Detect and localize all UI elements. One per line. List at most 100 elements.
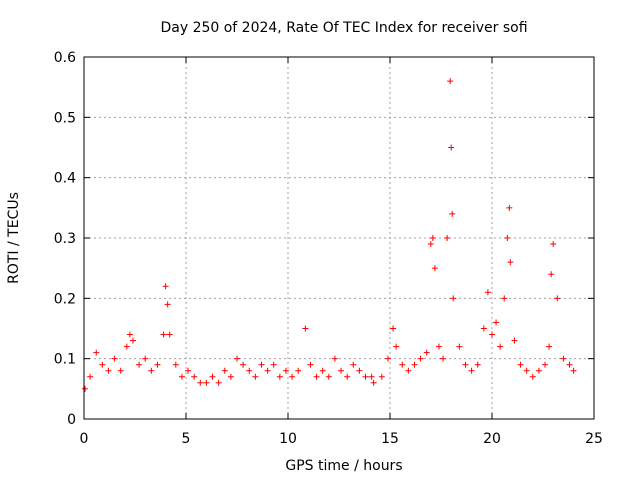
x-axis-label: GPS time / hours [285,458,402,474]
data-point [560,355,567,362]
y-axis-ticks: 0 0.1 0.2 0.3 0.4 0.5 0.6 [54,50,594,428]
data-point [384,355,391,362]
y-tick-label: 0.5 [54,110,76,126]
data-point [331,355,338,362]
data-point [489,331,495,338]
data-point [307,361,314,368]
data-point [542,361,549,368]
data-point [449,210,456,217]
data-point [166,331,173,338]
x-tick-label: 15 [381,431,399,447]
data-point [258,361,265,368]
data-point [511,337,518,344]
data-point [162,283,169,290]
data-point [497,343,504,350]
data-point [178,373,185,380]
data-point [548,271,555,278]
data-point [246,367,253,374]
data-point [87,373,94,380]
data-point [191,373,198,380]
data-point [338,367,345,374]
data-point [444,235,451,241]
data-point [289,373,296,380]
data-point [448,144,455,151]
data-point [517,361,524,368]
data-point [450,295,457,302]
data-point [474,361,481,368]
data-point [126,331,133,338]
data-point [390,325,397,332]
data-point [504,235,511,241]
data-point [368,373,375,380]
data-point [462,361,469,368]
data-point [523,367,530,374]
data-point [129,337,136,344]
data-point [456,343,463,350]
data-point [570,367,577,374]
data-point [209,373,216,380]
data-point [435,343,442,350]
chart-title: Day 250 of 2024, Rate Of TEC Index for r… [160,20,527,36]
data-point [240,361,247,368]
data-point [411,361,418,368]
data-point [493,319,500,326]
data-point [105,367,112,374]
data-point [480,325,487,332]
data-point [535,367,542,374]
data-point [431,265,438,272]
data-point [136,361,143,368]
data-point [82,385,89,392]
data-point [427,241,434,248]
data-points [82,78,577,392]
data-point [546,343,553,350]
data-point [264,367,271,374]
data-point [550,241,557,248]
data-point [440,355,447,362]
x-tick-label: 5 [182,431,191,447]
y-tick-label: 0.2 [54,291,76,307]
data-point [154,361,161,368]
data-point [276,373,283,380]
data-point [252,373,259,380]
data-point [344,373,351,380]
data-point [302,325,309,332]
x-tick-label: 0 [80,431,89,447]
data-point [295,367,302,374]
y-tick-label: 0.1 [54,352,76,368]
y-axis-label: ROTI / TECUs [6,192,22,284]
data-point [221,367,228,374]
data-point [566,361,573,368]
data-point [399,361,406,368]
data-point [429,235,436,241]
y-tick-label: 0.4 [54,171,76,187]
data-point [325,373,332,380]
data-point [203,379,210,386]
data-point [350,361,357,368]
y-tick-label: 0 [67,412,76,428]
data-point [378,373,385,380]
data-point [185,367,192,374]
data-point [117,367,124,374]
data-point [313,373,320,380]
data-point [356,367,363,374]
data-point [417,355,424,362]
data-point [123,343,130,350]
data-point [529,373,536,380]
x-tick-label: 10 [279,431,297,447]
data-point [554,295,561,302]
data-point [405,367,412,374]
data-point [319,367,326,374]
data-point [370,379,377,386]
data-point [423,349,430,356]
grid-lines [84,57,594,419]
data-point [447,78,454,85]
data-point [172,361,179,368]
data-point [93,349,100,356]
y-tick-label: 0.3 [54,231,76,247]
data-point [164,301,171,308]
data-point [197,379,204,386]
data-point [111,355,118,362]
data-point [507,259,514,266]
